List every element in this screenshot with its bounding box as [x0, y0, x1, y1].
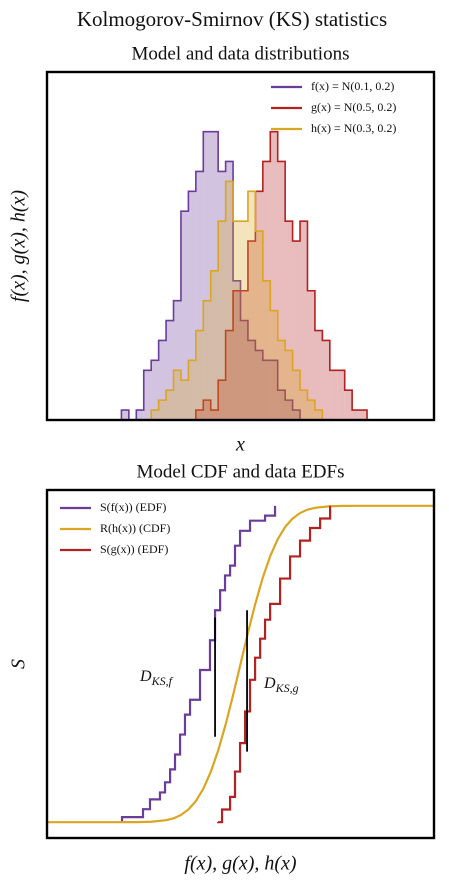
- histogram-bar: [225, 161, 234, 420]
- histogram-bar: [158, 340, 167, 420]
- histogram-bar: [307, 400, 315, 420]
- histogram-bar: [262, 161, 271, 420]
- histogram-bar: [329, 370, 338, 420]
- histogram-bar: [218, 221, 226, 420]
- histogram-bar: [307, 290, 315, 420]
- histogram-bar: [166, 320, 174, 420]
- histogram-bar: [218, 171, 226, 420]
- ks-symbol: D: [139, 668, 152, 685]
- legend-label: S(g(x)) (EDF): [100, 542, 168, 556]
- ks-label: DKS,f: [139, 668, 174, 688]
- histogram-bar: [195, 410, 204, 420]
- ks-label: DKS,g: [263, 675, 299, 695]
- histogram-bar: [270, 131, 278, 420]
- histogram-bar: [203, 131, 211, 420]
- histogram-bar: [352, 410, 360, 420]
- histogram-bar: [225, 181, 234, 420]
- histogram-bar: [344, 390, 353, 420]
- histogram-bar: [277, 161, 286, 420]
- series-line: [120, 505, 277, 823]
- histogram-bar: [188, 191, 196, 420]
- histogram-bar: [240, 221, 248, 420]
- histogram-bar: [143, 370, 152, 420]
- histogram-bar: [247, 340, 256, 420]
- histogram-bar: [359, 410, 368, 420]
- y-axis-label: S: [8, 659, 30, 669]
- histogram-bar: [322, 340, 330, 420]
- histogram-bar: [285, 350, 293, 420]
- histogram-bar: [262, 360, 271, 420]
- histogram-bar: [158, 400, 167, 420]
- histogram-bar: [188, 360, 196, 420]
- histogram-bar: [180, 211, 189, 420]
- histogram-bar: [255, 191, 263, 420]
- histogram-bar: [195, 171, 204, 420]
- histogram-bar: [173, 370, 181, 420]
- histogram-bar: [277, 390, 286, 420]
- legend-label: R(h(x)) (CDF): [100, 521, 170, 535]
- legend-label: h(x) = N(0.3, 0.2): [311, 121, 396, 135]
- chart-title: Model CDF and data EDFs: [137, 461, 345, 482]
- histogram-bar: [233, 290, 241, 420]
- histogram-bar: [203, 400, 211, 420]
- histogram-bar: [233, 280, 241, 420]
- x-axis-label: x: [235, 434, 245, 456]
- ks-subscript: KS,g: [275, 681, 299, 695]
- histogram-bar: [255, 350, 263, 420]
- histogram-bar: [337, 370, 345, 420]
- histogram-bar: [270, 310, 278, 420]
- histogram-bar: [262, 280, 271, 420]
- histogram-bar: [314, 410, 323, 420]
- histogram-bar: [218, 380, 226, 420]
- histogram-bar: [292, 241, 301, 420]
- histogram-bar: [180, 380, 189, 420]
- histogram-bar: [292, 410, 301, 420]
- x-axis-label: f(x), g(x), h(x): [184, 853, 296, 875]
- plot-frame: [45, 70, 436, 422]
- histogram-bar: [151, 410, 159, 420]
- histogram-bar: [210, 131, 219, 420]
- histogram-bar: [292, 370, 301, 420]
- figure-title: Kolmogorov-Smirnov (KS) statistics: [77, 7, 387, 31]
- histogram-bar: [166, 390, 174, 420]
- histogram-bar: [247, 191, 256, 420]
- histogram-bar: [314, 330, 323, 420]
- ks-subscript: KS,f: [151, 674, 174, 688]
- histogram-bar: [203, 300, 211, 420]
- histogram-outline: [120, 130, 368, 421]
- histogram-bar: [233, 221, 241, 420]
- ks-symbol: D: [263, 675, 276, 692]
- histogram-outline: [121, 180, 368, 421]
- histogram-bar: [210, 410, 219, 420]
- plot-frame: [45, 488, 436, 840]
- histogram-bar: [255, 231, 263, 420]
- chart-title: Model and data distributions: [132, 43, 350, 64]
- series-line: [216, 505, 332, 824]
- histogram-bar: [195, 330, 204, 420]
- histogram-bar: [136, 410, 144, 420]
- series-line: [47, 504, 434, 824]
- histogram-bar: [247, 241, 256, 420]
- histogram-bar: [285, 221, 293, 420]
- histogram-bar: [285, 400, 293, 420]
- histogram-bar: [225, 330, 234, 420]
- histogram-bar: [240, 290, 248, 420]
- histogram-bar: [277, 340, 286, 420]
- y-axis-label: f(x), g(x), h(x): [8, 190, 30, 302]
- histogram-bar: [210, 270, 219, 420]
- legend-label: S(f(x)) (EDF): [100, 500, 166, 514]
- histogram-bar: [173, 300, 181, 420]
- histogram-bar: [270, 360, 278, 420]
- histogram-bar: [121, 410, 129, 420]
- legend-label: f(x) = N(0.1, 0.2): [311, 79, 394, 93]
- legend-label: g(x) = N(0.5, 0.2): [311, 100, 396, 114]
- histogram-bar: [240, 320, 248, 420]
- histogram-bar: [300, 390, 308, 420]
- histogram-bar: [300, 221, 308, 420]
- histogram-bar: [151, 360, 159, 420]
